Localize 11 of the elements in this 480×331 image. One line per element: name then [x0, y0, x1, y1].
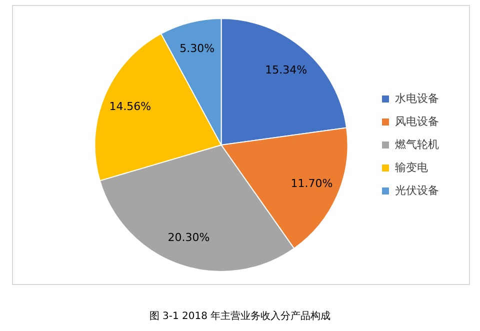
text: 图 3-1 2018 年主营业务收入分产品构成	[148, 310, 332, 323]
legend-label: 燃气轮机	[395, 138, 439, 151]
data-label: 15.34%	[265, 63, 308, 76]
legend-label: 风电设备	[395, 114, 439, 128]
data-label: 5.30%	[180, 42, 215, 56]
data-label: 11.70%	[290, 177, 333, 190]
legend-label: 光伏设备	[395, 184, 439, 197]
legend-label: 水电设备	[395, 92, 439, 105]
data-label: 14.56%	[109, 100, 152, 113]
legend-label: 输变电	[395, 160, 428, 174]
data-label: 20.30%	[168, 231, 210, 244]
